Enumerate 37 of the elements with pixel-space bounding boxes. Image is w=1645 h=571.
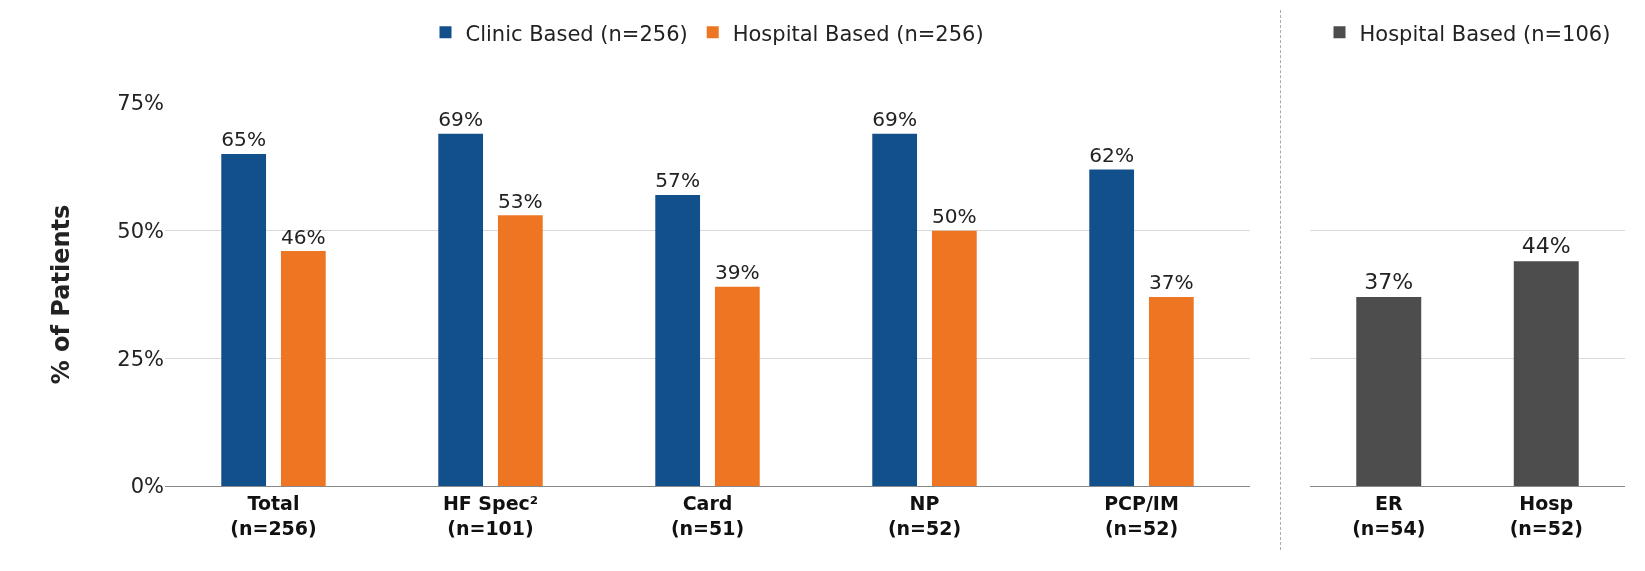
- bar: [655, 194, 701, 486]
- legend-label: Clinic Based (n=256): [465, 21, 688, 46]
- y-tick-label: 50%: [117, 219, 164, 244]
- data-label: 65%: [221, 127, 267, 152]
- bar: [1089, 169, 1135, 486]
- bar: [872, 133, 918, 486]
- bar: [497, 215, 543, 486]
- data-label: 37%: [1364, 269, 1414, 295]
- data-label: 62%: [1089, 142, 1135, 167]
- data-label: 44%: [1521, 233, 1571, 259]
- x-tick-label: Hosp (n=52): [1509, 491, 1583, 539]
- y-tick-label: 0%: [130, 474, 164, 499]
- y-tick-label: 25%: [117, 346, 164, 371]
- x-tick-label: PCP/IM (n=52): [1104, 491, 1179, 539]
- x-tick-label: HF Spec² (n=101): [442, 491, 539, 539]
- x-tick-label: NP (n=52): [887, 491, 962, 539]
- data-label: 69%: [872, 107, 918, 132]
- legend-label: Hospital Based (n=256): [732, 21, 984, 46]
- bar: [438, 133, 484, 486]
- bar: [1148, 297, 1194, 486]
- bar: [221, 154, 267, 486]
- legend-label: Hospital Based (n=106): [1359, 21, 1611, 46]
- x-tick-label: ER (n=54): [1352, 491, 1426, 539]
- data-label: 50%: [931, 204, 977, 229]
- x-tick-label: Card (n=51): [670, 491, 745, 539]
- data-label: 46%: [280, 224, 326, 249]
- data-label: 53%: [497, 188, 543, 213]
- data-label: 37%: [1148, 270, 1194, 295]
- bar: [280, 251, 326, 486]
- data-label: 57%: [655, 168, 701, 193]
- data-label: 39%: [714, 260, 760, 285]
- data-label: 69%: [438, 107, 484, 132]
- bar: [714, 286, 760, 486]
- bar: [931, 230, 977, 486]
- x-tick-label: Total (n=256): [230, 491, 317, 539]
- y-axis-title: % of Patients: [47, 204, 76, 385]
- y-tick-label: 75%: [117, 91, 164, 116]
